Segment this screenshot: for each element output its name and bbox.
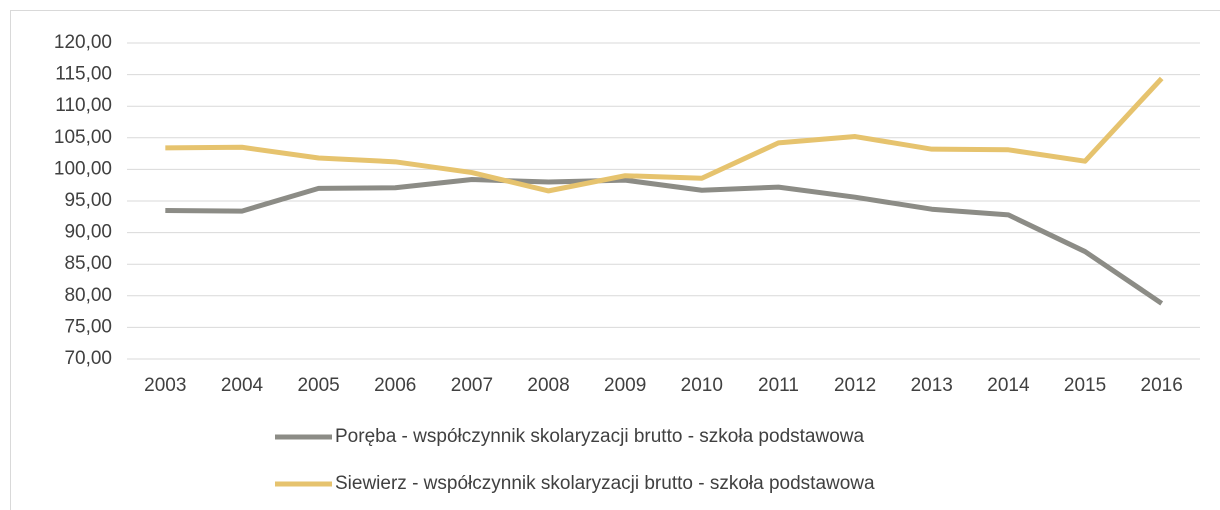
y-tick-label: 115,00: [55, 64, 112, 85]
series-line: [165, 177, 1164, 306]
x-tick-label: 2006: [374, 375, 416, 396]
x-tick-label: 2007: [451, 375, 493, 396]
y-tick-label: 95,00: [64, 190, 112, 211]
legend-label: Siewierz - współczynnik skolaryzacji bru…: [335, 473, 875, 494]
series-line: [165, 76, 1164, 194]
x-tick-label: 2003: [144, 375, 186, 396]
y-tick-label: 70,00: [64, 348, 112, 369]
legend-label: Poręba - współczynnik skolaryzacji brutt…: [335, 426, 864, 447]
y-tick-label: 120,00: [54, 32, 112, 53]
x-tick-label: 2009: [604, 375, 646, 396]
x-tick-label: 2011: [758, 375, 799, 396]
y-tick-label: 85,00: [64, 253, 112, 274]
y-tick-label: 105,00: [54, 127, 112, 148]
x-tick-label: 2016: [1141, 375, 1183, 396]
x-tick-label: 2008: [527, 375, 569, 396]
x-tick-label: 2012: [834, 375, 876, 396]
y-tick-label: 80,00: [64, 285, 112, 306]
chart-border: [10, 10, 1220, 510]
x-tick-label: 2013: [911, 375, 953, 396]
x-tick-label: 2014: [987, 375, 1030, 396]
y-tick-label: 90,00: [64, 222, 112, 243]
x-tick-label: 2010: [681, 375, 723, 396]
y-tick-label: 75,00: [64, 316, 112, 337]
y-tick-label: 100,00: [54, 158, 112, 179]
y-tick-label: 110,00: [55, 95, 112, 116]
x-tick-label: 2015: [1064, 375, 1106, 396]
x-tick-label: 2005: [297, 375, 339, 396]
x-tick-label: 2004: [221, 375, 264, 396]
